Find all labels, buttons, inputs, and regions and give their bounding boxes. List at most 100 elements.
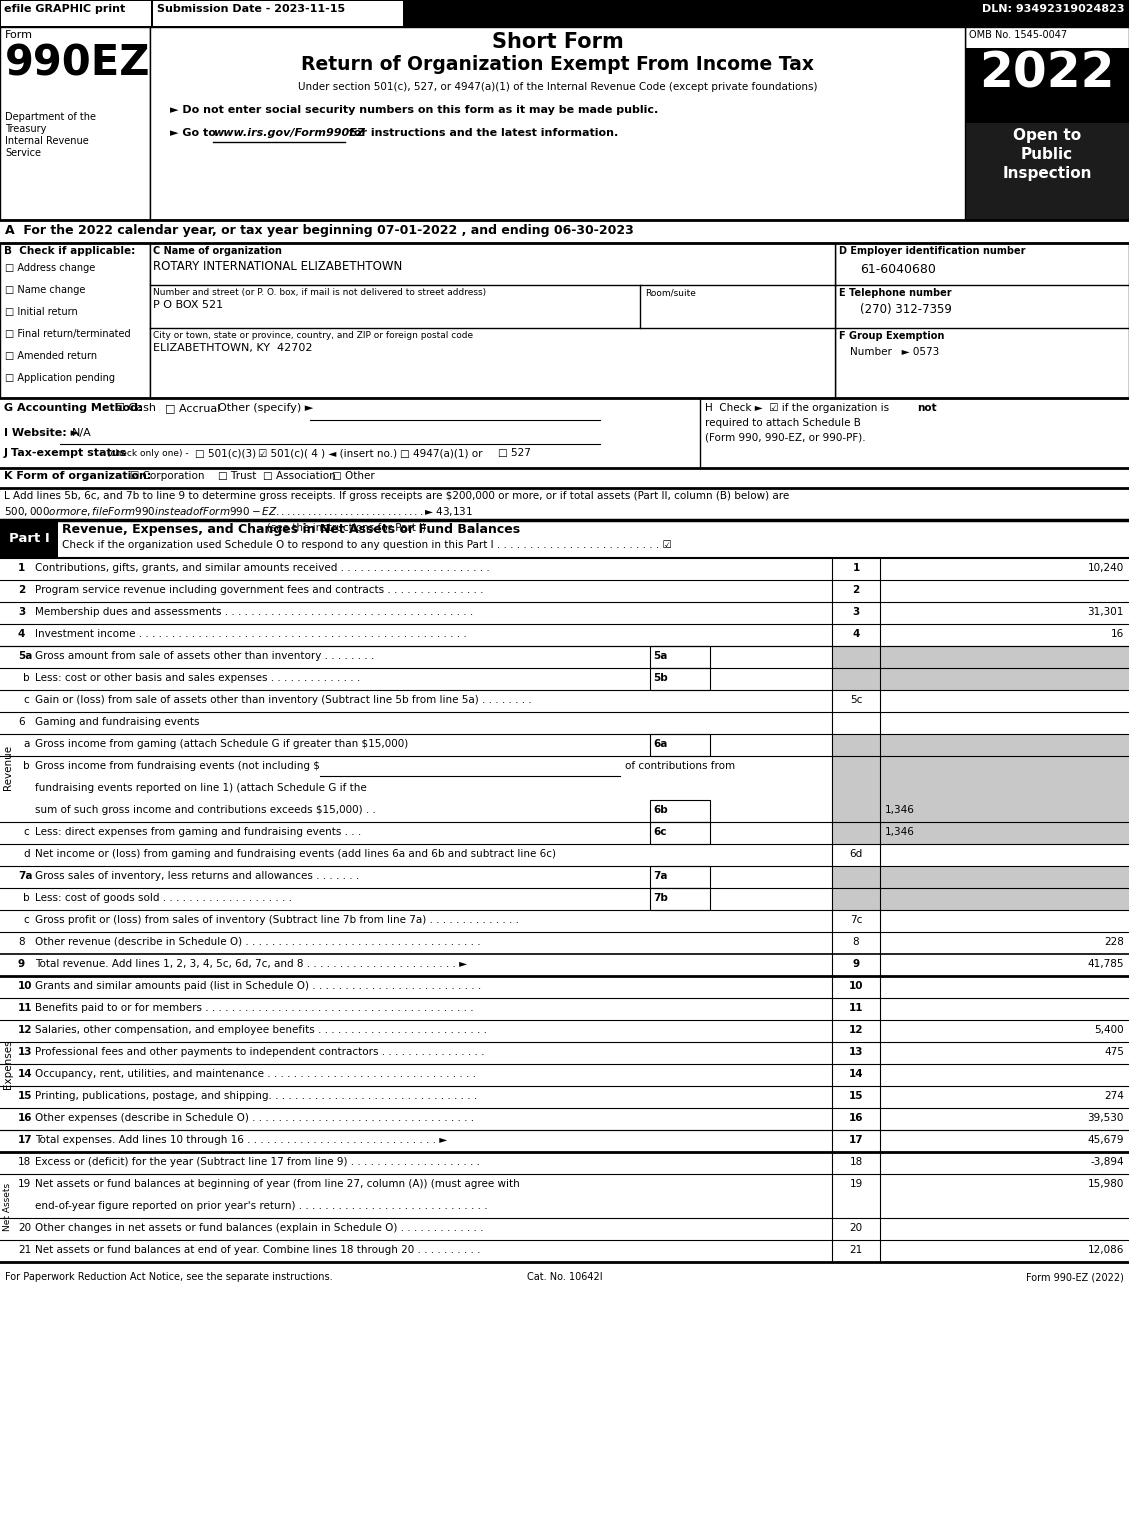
Text: 18: 18 bbox=[18, 1157, 32, 1167]
Text: (Form 990, 990-EZ, or 990-PF).: (Form 990, 990-EZ, or 990-PF). bbox=[704, 433, 866, 442]
Text: Cat. No. 10642I: Cat. No. 10642I bbox=[527, 1272, 602, 1283]
Text: for instructions and the latest information.: for instructions and the latest informat… bbox=[345, 128, 619, 137]
Text: Gain or (loss) from sale of assets other than inventory (Subtract line 5b from l: Gain or (loss) from sale of assets other… bbox=[35, 695, 532, 705]
Text: Room/suite: Room/suite bbox=[645, 288, 695, 297]
Bar bbox=[650, 888, 710, 910]
Text: c: c bbox=[23, 695, 28, 705]
Text: 19: 19 bbox=[849, 1179, 863, 1190]
Text: 7c: 7c bbox=[850, 915, 863, 926]
Text: fundraising events reported on line 1) (attach Schedule G if the: fundraising events reported on line 1) (… bbox=[35, 782, 367, 793]
Text: Expenses: Expenses bbox=[3, 1039, 14, 1089]
Text: Department of the: Department of the bbox=[5, 111, 96, 122]
Text: D Employer identification number: D Employer identification number bbox=[839, 246, 1025, 256]
Text: 16: 16 bbox=[849, 1113, 864, 1122]
Text: 7b: 7b bbox=[653, 894, 668, 903]
Text: DLN: 93492319024823: DLN: 93492319024823 bbox=[981, 5, 1124, 14]
Text: sum of such gross income and contributions exceeds $15,000) . .: sum of such gross income and contributio… bbox=[35, 805, 376, 814]
Text: Other revenue (describe in Schedule O) . . . . . . . . . . . . . . . . . . . . .: Other revenue (describe in Schedule O) .… bbox=[35, 936, 481, 947]
Text: Under section 501(c), 527, or 4947(a)(1) of the Internal Revenue Code (except pr: Under section 501(c), 527, or 4947(a)(1)… bbox=[298, 82, 817, 91]
Text: (see the instructions for Part I): (see the instructions for Part I) bbox=[62, 523, 426, 534]
Text: I Website: ►: I Website: ► bbox=[5, 429, 79, 438]
Text: b: b bbox=[23, 894, 29, 903]
Text: 10,240: 10,240 bbox=[1087, 563, 1124, 573]
Text: 9: 9 bbox=[18, 959, 25, 968]
Text: Salaries, other compensation, and employee benefits . . . . . . . . . . . . . . : Salaries, other compensation, and employ… bbox=[35, 1025, 487, 1035]
Text: 1,346: 1,346 bbox=[885, 805, 914, 814]
Bar bbox=[650, 866, 710, 888]
Text: 3: 3 bbox=[18, 607, 25, 618]
Text: 14: 14 bbox=[18, 1069, 33, 1080]
Text: 6d: 6d bbox=[849, 849, 863, 859]
Text: 12: 12 bbox=[849, 1025, 864, 1035]
Text: Net assets or fund balances at end of year. Combine lines 18 through 20 . . . . : Net assets or fund balances at end of ye… bbox=[35, 1244, 481, 1255]
Text: Treasury: Treasury bbox=[5, 124, 46, 134]
Text: 2: 2 bbox=[852, 586, 859, 595]
Text: Other changes in net assets or fund balances (explain in Schedule O) . . . . . .: Other changes in net assets or fund bala… bbox=[35, 1223, 483, 1234]
Text: 21: 21 bbox=[849, 1244, 863, 1255]
Text: Gross sales of inventory, less returns and allowances . . . . . . .: Gross sales of inventory, less returns a… bbox=[35, 871, 359, 881]
Text: 41,785: 41,785 bbox=[1087, 959, 1124, 968]
Bar bbox=[832, 734, 1129, 756]
Text: Number and street (or P. O. box, if mail is not delivered to street address): Number and street (or P. O. box, if mail… bbox=[154, 288, 487, 297]
Text: Gross income from gaming (attach Schedule G if greater than $15,000): Gross income from gaming (attach Schedul… bbox=[35, 740, 409, 749]
Text: Program service revenue including government fees and contracts . . . . . . . . : Program service revenue including govern… bbox=[35, 586, 483, 595]
Text: Total expenses. Add lines 10 through 16 . . . . . . . . . . . . . . . . . . . . : Total expenses. Add lines 10 through 16 … bbox=[35, 1135, 447, 1145]
Text: Gross profit or (loss) from sales of inventory (Subtract line 7b from line 7a) .: Gross profit or (loss) from sales of inv… bbox=[35, 915, 519, 926]
Text: Excess or (deficit) for the year (Subtract line 17 from line 9) . . . . . . . . : Excess or (deficit) for the year (Subtra… bbox=[35, 1157, 480, 1167]
Text: 990EZ: 990EZ bbox=[5, 43, 150, 84]
Text: ☑ 501(c)( 4 ) ◄ (insert no.): ☑ 501(c)( 4 ) ◄ (insert no.) bbox=[259, 448, 397, 458]
Text: 1: 1 bbox=[18, 563, 25, 573]
Bar bbox=[832, 822, 1129, 843]
Text: Net Assets: Net Assets bbox=[3, 1183, 12, 1231]
Text: 17: 17 bbox=[18, 1135, 33, 1145]
Text: 1: 1 bbox=[852, 563, 859, 573]
Text: Inspection: Inspection bbox=[1003, 166, 1092, 181]
Text: 20: 20 bbox=[849, 1223, 863, 1234]
Text: Net assets or fund balances at beginning of year (from line 27, column (A)) (mus: Net assets or fund balances at beginning… bbox=[35, 1179, 519, 1190]
Text: □ Initial return: □ Initial return bbox=[5, 307, 78, 317]
Text: Total revenue. Add lines 1, 2, 3, 4, 5c, 6d, 7c, and 8 . . . . . . . . . . . . .: Total revenue. Add lines 1, 2, 3, 4, 5c,… bbox=[35, 959, 467, 968]
Text: Submission Date - 2023-11-15: Submission Date - 2023-11-15 bbox=[157, 5, 345, 14]
Text: 6c: 6c bbox=[653, 827, 666, 837]
Bar bbox=[965, 27, 1129, 220]
Text: 13: 13 bbox=[18, 1048, 33, 1057]
Text: Less: cost or other basis and sales expenses . . . . . . . . . . . . . .: Less: cost or other basis and sales expe… bbox=[35, 673, 360, 683]
Text: □ Final return/terminated: □ Final return/terminated bbox=[5, 329, 131, 339]
Text: □ Trust: □ Trust bbox=[218, 471, 256, 480]
Text: 10: 10 bbox=[849, 981, 864, 991]
Text: □ 527: □ 527 bbox=[498, 448, 531, 458]
Text: 12,086: 12,086 bbox=[1087, 1244, 1124, 1255]
Text: □ Name change: □ Name change bbox=[5, 285, 86, 294]
Text: 15: 15 bbox=[18, 1090, 33, 1101]
Text: 17: 17 bbox=[849, 1135, 864, 1145]
Text: □ Application pending: □ Application pending bbox=[5, 374, 115, 383]
Bar bbox=[0, 242, 150, 398]
Text: □ Accrual: □ Accrual bbox=[165, 403, 220, 413]
Text: 10: 10 bbox=[18, 981, 33, 991]
Text: Investment income . . . . . . . . . . . . . . . . . . . . . . . . . . . . . . . : Investment income . . . . . . . . . . . … bbox=[35, 628, 466, 639]
Text: ROTARY INTERNATIONAL ELIZABETHTOWN: ROTARY INTERNATIONAL ELIZABETHTOWN bbox=[154, 259, 402, 273]
Text: a: a bbox=[23, 740, 29, 749]
Bar bbox=[154, 2, 403, 26]
Bar bbox=[1, 2, 151, 26]
Bar bbox=[650, 822, 710, 843]
Text: 8: 8 bbox=[852, 936, 859, 947]
Text: Revenue, Expenses, and Changes in Net Assets or Fund Balances: Revenue, Expenses, and Changes in Net As… bbox=[62, 523, 520, 535]
Bar bbox=[832, 647, 1129, 668]
Text: K Form of organization:: K Form of organization: bbox=[5, 471, 151, 480]
Text: 274: 274 bbox=[1104, 1090, 1124, 1101]
Text: Membership dues and assessments . . . . . . . . . . . . . . . . . . . . . . . . : Membership dues and assessments . . . . … bbox=[35, 607, 473, 618]
Text: 8: 8 bbox=[18, 936, 25, 947]
Bar bbox=[150, 242, 835, 398]
Text: end-of-year figure reported on prior year's return) . . . . . . . . . . . . . . : end-of-year figure reported on prior yea… bbox=[35, 1202, 488, 1211]
Text: 6b: 6b bbox=[653, 805, 667, 814]
Text: 2: 2 bbox=[18, 586, 25, 595]
Text: 12: 12 bbox=[18, 1025, 33, 1035]
Text: B  Check if applicable:: B Check if applicable: bbox=[5, 246, 135, 256]
Text: Gaming and fundraising events: Gaming and fundraising events bbox=[35, 717, 200, 727]
Text: required to attach Schedule B: required to attach Schedule B bbox=[704, 418, 861, 429]
Text: Gross amount from sale of assets other than inventory . . . . . . . .: Gross amount from sale of assets other t… bbox=[35, 651, 375, 660]
Text: 21: 21 bbox=[18, 1244, 32, 1255]
Text: -3,894: -3,894 bbox=[1091, 1157, 1124, 1167]
Text: For Paperwork Reduction Act Notice, see the separate instructions.: For Paperwork Reduction Act Notice, see … bbox=[5, 1272, 333, 1283]
